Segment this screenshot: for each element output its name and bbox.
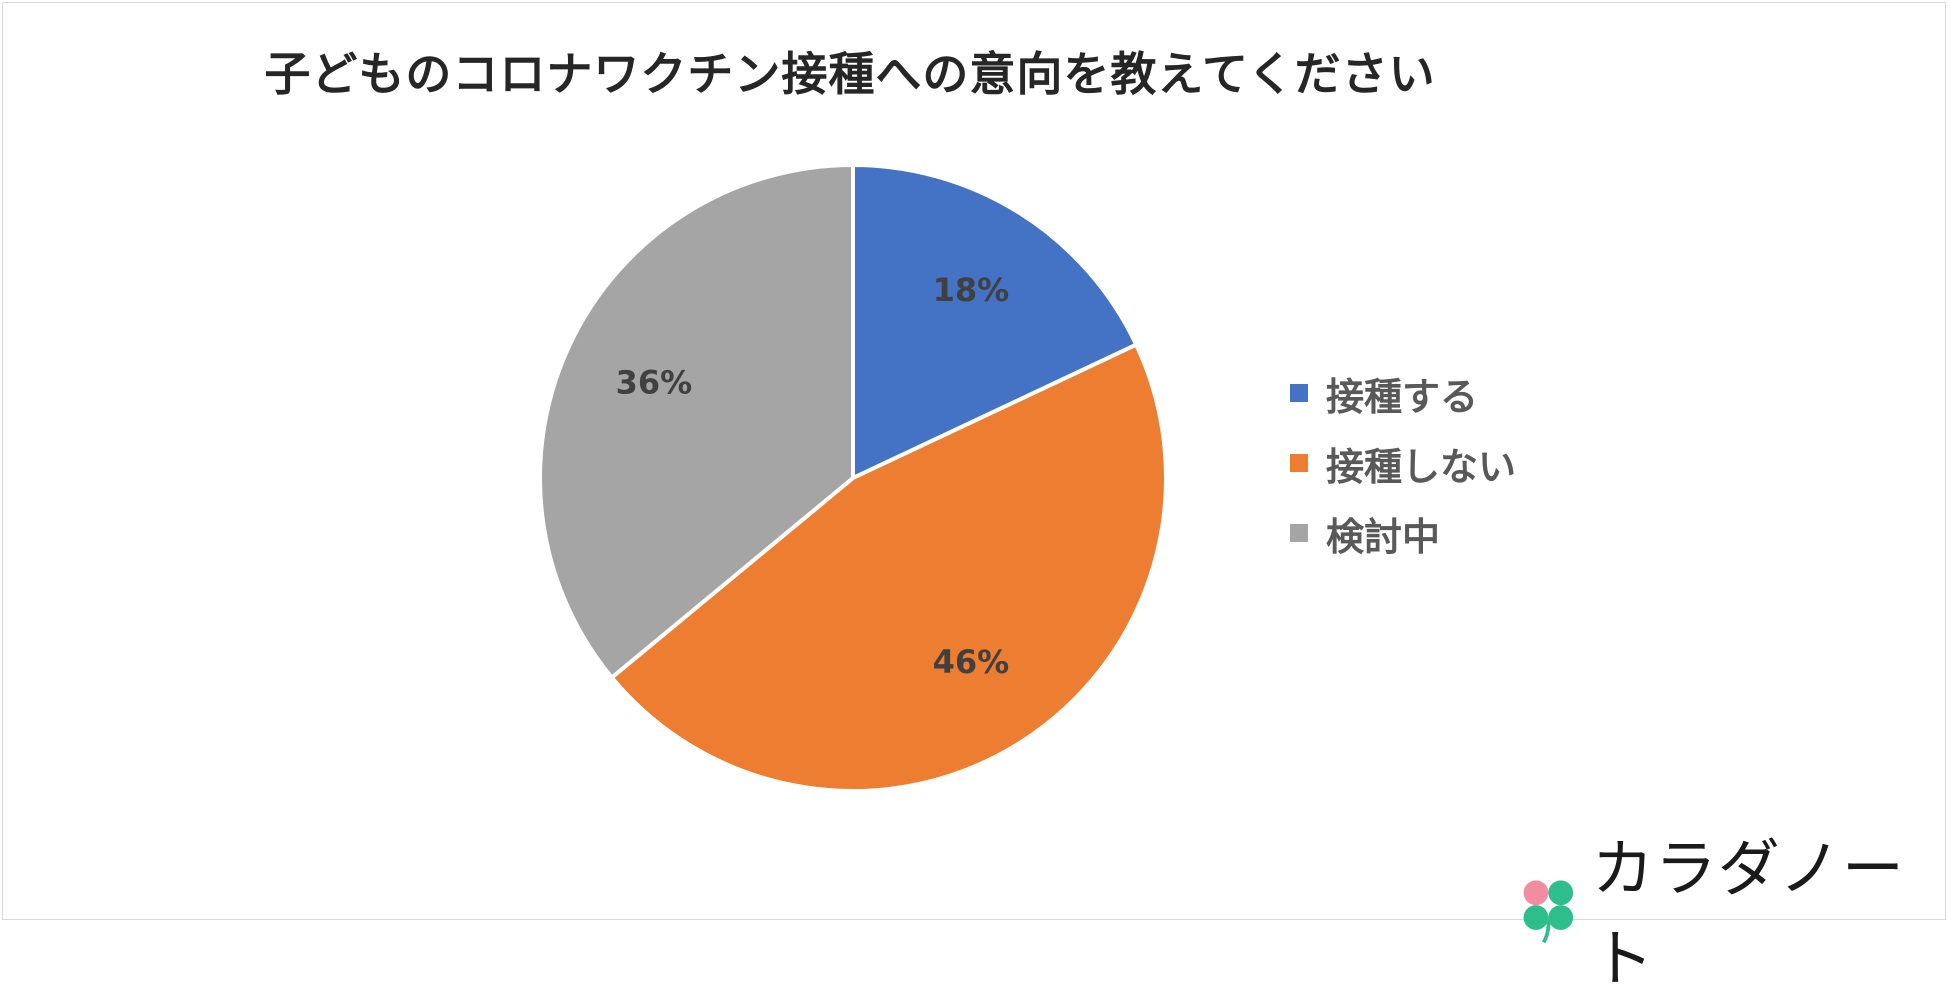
legend-swatch-1: [1290, 454, 1308, 472]
legend-label-0: 接種する: [1326, 374, 1479, 419]
pie-chart: 18% 46% 36%: [538, 163, 1168, 793]
slice-label-0: 18%: [933, 271, 1010, 309]
legend-swatch-2: [1290, 524, 1308, 542]
legend-item-1: 接種しない: [1290, 428, 1516, 498]
pie-slice-0: [851, 163, 1139, 480]
chart-legend: 接種する 接種しない 検討中: [1290, 358, 1516, 568]
logo-text: カラダノート: [1591, 832, 1905, 995]
brand-logo: カラダノート: [1515, 818, 1950, 998]
clover-icon: [1523, 880, 1574, 944]
legend-item-2: 検討中: [1290, 498, 1516, 568]
chart-title: 子どものコロナワクチン接種への意向を教えてください: [264, 47, 1436, 101]
legend-label-2: 検討中: [1326, 514, 1441, 559]
pie-slice-1: [609, 342, 1168, 793]
slice-label-1: 46%: [933, 643, 1010, 681]
legend-label-1: 接種しない: [1326, 444, 1517, 489]
chart-frame: [2, 2, 1946, 920]
slice-label-2: 36%: [616, 363, 693, 401]
legend-item-0: 接種する: [1290, 358, 1516, 428]
pie-slice-2: [538, 163, 855, 680]
legend-swatch-0: [1290, 384, 1308, 402]
